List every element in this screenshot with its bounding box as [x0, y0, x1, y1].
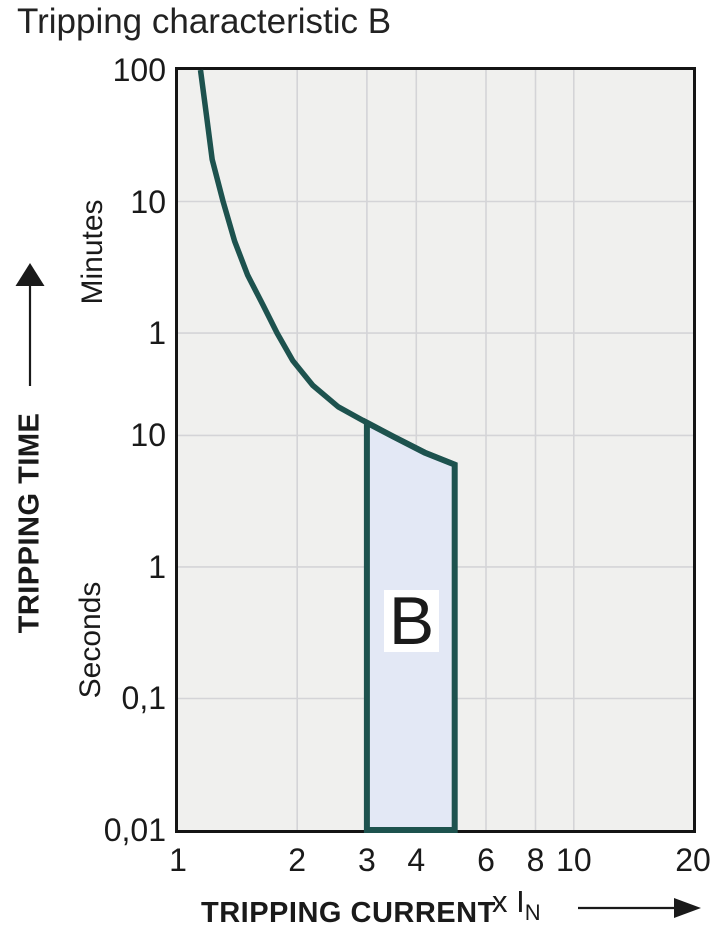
x-tick-label: 10 [556, 842, 592, 878]
right-arrow-icon [578, 898, 701, 918]
x-tick-label: 3 [357, 842, 376, 878]
y-tick-label: 10 [130, 183, 166, 220]
x-tick-label: 20 [675, 842, 711, 878]
x-axis-multiplier-text: x I [492, 884, 525, 919]
x-axis-title: TRIPPING CURRENT [201, 897, 496, 929]
y-tick-label: 1 [148, 315, 166, 352]
band-label: B [388, 583, 435, 659]
x-tick-label: 4 [407, 842, 426, 878]
x-axis-multiplier-subscript: N [524, 900, 541, 925]
x-axis-multiplier: x IN [492, 884, 541, 926]
x-tick-label: 1 [169, 842, 187, 878]
x-tick-label: 8 [526, 842, 545, 878]
chart-title: Tripping characteristic B [17, 2, 392, 41]
chart-canvas [178, 69, 693, 833]
y-axis-ticks: 100 10 1 10 1 0,1 0,01 [0, 0, 166, 938]
y-tick-label: 10 [130, 417, 166, 454]
y-tick-label: 1 [148, 548, 166, 585]
band-label-box: B [384, 583, 439, 659]
x-tick-label: 2 [288, 842, 307, 878]
plot-area: B [175, 67, 696, 833]
y-tick-label: 0,01 [103, 812, 166, 848]
y-tick-label: 100 [112, 52, 166, 88]
x-tick-label: 6 [477, 842, 495, 878]
y-tick-label: 0,1 [121, 680, 166, 717]
tripping-curve [197, 69, 456, 468]
up-arrow-icon [15, 263, 45, 386]
